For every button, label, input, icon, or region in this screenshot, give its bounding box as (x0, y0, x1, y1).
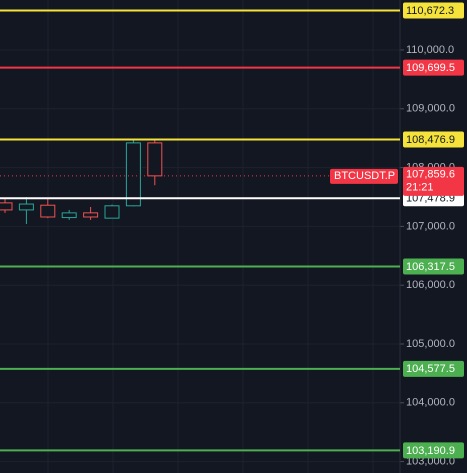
y-tick-label: 109,000.0 (406, 103, 455, 115)
y-tick-label: 103,000.0 (406, 455, 455, 467)
level-label: 109,699.5 (406, 62, 455, 74)
price-label: 107,859.6 (406, 169, 455, 181)
level-label-bg (403, 442, 464, 459)
candle-body (83, 212, 99, 218)
symbol-label: BTCUSDT.P (334, 170, 395, 182)
candle-body (61, 212, 77, 219)
candle-body (125, 142, 141, 207)
level-label: 104,577.5 (406, 363, 455, 375)
level-label-bg (403, 360, 464, 377)
level-label-bg (403, 258, 464, 275)
y-tick-label: 105,000.0 (406, 338, 455, 350)
vertical-grid (47, 0, 374, 473)
y-tick-label: 107,000.0 (406, 220, 455, 232)
candle-body (18, 203, 34, 211)
price-label-bg (403, 166, 464, 196)
level-label-bg (403, 59, 464, 76)
level-label: 106,317.5 (406, 261, 455, 273)
level-label: 108,476.9 (406, 134, 455, 146)
candle-body (104, 205, 120, 219)
candle-body (147, 142, 163, 177)
level-label: 110,672.3 (406, 5, 454, 17)
y-tick-label: 104,000.0 (406, 397, 455, 409)
countdown-label: 21:21 (406, 182, 434, 194)
y-tick-label: 106,000.0 (406, 279, 455, 291)
candle-body (0, 202, 13, 211)
level-label-bg (403, 2, 464, 19)
symbol-label-bg (330, 168, 398, 184)
level-label-bg (403, 131, 464, 148)
y-tick-label: 110,000.0 (406, 44, 454, 56)
level-label: 103,190.9 (406, 445, 455, 457)
candle-body (40, 204, 56, 218)
